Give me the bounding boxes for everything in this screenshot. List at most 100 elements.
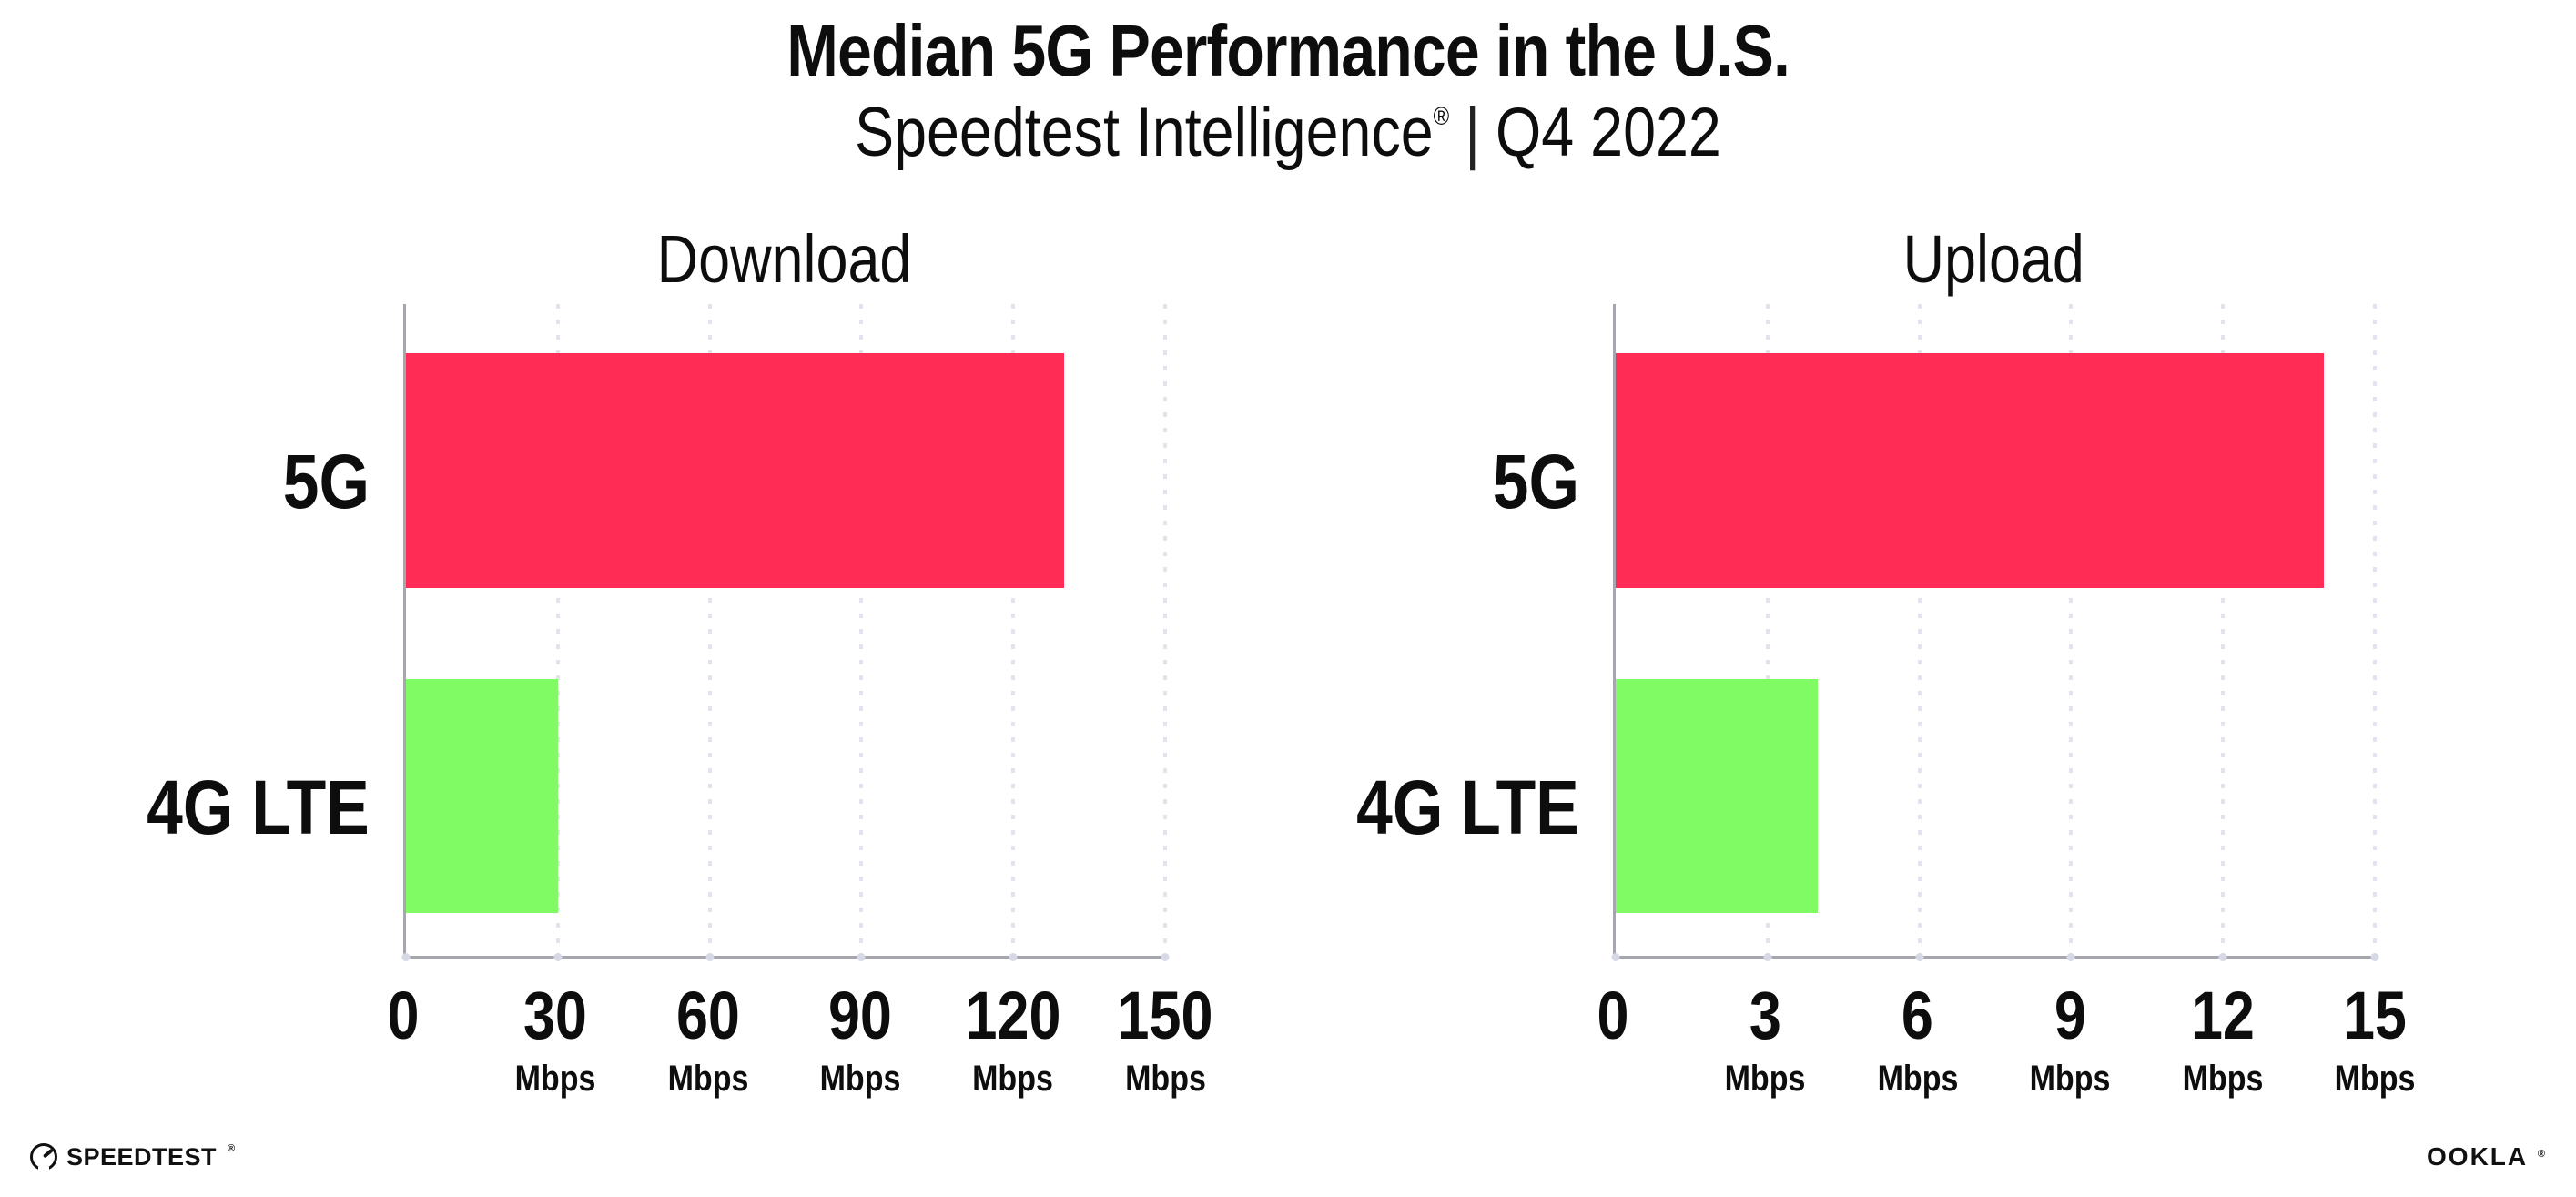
x-tick-3: 3 Mbps <box>1718 982 1812 1098</box>
x-tick-90: 90 Mbps <box>813 982 908 1098</box>
ookla-registered-mark: ® <box>2537 1149 2547 1160</box>
axis-tick-dot-90 <box>857 953 866 961</box>
gridline-30 <box>555 304 560 956</box>
x-tick-value-text: 90 <box>828 978 893 1053</box>
gridline-6 <box>1917 304 1922 956</box>
gridline-150 <box>1163 304 1167 956</box>
category-label-5g: 5G <box>268 443 370 520</box>
x-tick-value-text: 60 <box>675 978 740 1053</box>
category-label-text: 5G <box>282 439 370 525</box>
x-tick-0: 0 <box>1594 982 1631 1050</box>
category-label-text: 4G LTE <box>1356 764 1579 850</box>
x-tick-unit-text: Mbps <box>972 1059 1053 1099</box>
speedtest-registered-mark: ® <box>228 1143 236 1154</box>
ookla-logo: OOKLA ® <box>2427 1142 2547 1172</box>
axis-tick-dot-0 <box>401 953 411 961</box>
speedtest-gauge-icon <box>30 1143 57 1171</box>
axis-tick-dot-15 <box>2370 953 2379 961</box>
registered-mark: ® <box>1433 102 1450 130</box>
x-tick-value-text: 9 <box>2054 978 2086 1053</box>
axis-tick-dot-0 <box>1611 953 1620 961</box>
ookla-wordmark: OOKLA <box>2427 1142 2528 1171</box>
x-tick-value-text: 150 <box>1117 978 1213 1053</box>
x-tick-unit-text: Mbps <box>667 1059 749 1099</box>
gridline-90 <box>859 304 864 956</box>
x-tick-unit-text: Mbps <box>1725 1059 1806 1099</box>
category-label-5g: 5G <box>1477 443 1579 520</box>
x-tick-value: 6 <box>1871 982 1965 1050</box>
axis-tick-dot-60 <box>705 953 715 961</box>
category-label-4g-lte: 4G LTE <box>107 769 370 846</box>
subtitle-inner: Speedtest Intelligence® | Q4 2022 <box>855 93 1721 172</box>
x-tick-unit: Mbps <box>508 1060 603 1097</box>
x-tick-value: 30 <box>508 982 603 1050</box>
gridline-12 <box>2221 304 2226 956</box>
x-tick-value: 60 <box>661 982 756 1050</box>
category-label-text: 5G <box>1492 439 1579 525</box>
subtitle-separator: | <box>1465 94 1481 171</box>
x-tick-9: 9 Mbps <box>2023 978 2117 1098</box>
axis-tick-dot-3 <box>1763 953 1772 961</box>
gridline-9 <box>2069 304 2074 956</box>
x-tick-value-text: 12 <box>2190 978 2255 1053</box>
x-tick-value: 15 <box>2328 982 2422 1050</box>
axis-tick-dot-12 <box>2218 953 2227 961</box>
x-tick-value: 150 <box>1109 982 1221 1050</box>
x-tick-unit: Mbps <box>1718 1060 1812 1097</box>
plot-area: 5G 4G LTE <box>147 304 1170 961</box>
x-tick-unit-text: Mbps <box>2182 1059 2263 1099</box>
bar-5g-download <box>406 353 1064 589</box>
x-tick-value-text: 0 <box>387 978 420 1053</box>
x-tick-15: 15 Mbps <box>2328 982 2422 1098</box>
gridline-60 <box>707 304 712 956</box>
x-tick-value: 12 <box>2175 982 2269 1050</box>
x-tick-unit: Mbps <box>2328 1060 2422 1097</box>
chart-title-text: Download <box>656 221 912 297</box>
x-tick-unit-text: Mbps <box>2029 1059 2111 1099</box>
x-tick-unit: Mbps <box>957 1060 1069 1097</box>
x-tick-value: 90 <box>813 982 908 1050</box>
axis-tick-dot-120 <box>1009 953 1018 961</box>
x-tick-150: 150 Mbps <box>1109 982 1221 1098</box>
x-tick-value: 3 <box>1718 982 1812 1050</box>
chart-title-text: Upload <box>1902 221 2085 297</box>
x-tick-120: 120 Mbps <box>957 982 1069 1098</box>
x-tick-unit: Mbps <box>2023 1060 2117 1097</box>
x-tick-value: 0 <box>1594 982 1631 1050</box>
chart-title: Upload <box>1613 221 2375 297</box>
x-tick-value-text: 0 <box>1597 978 1629 1053</box>
x-tick-unit: Mbps <box>1109 1060 1221 1097</box>
x-tick-0: 0 <box>384 982 421 1050</box>
page-subtitle: Speedtest Intelligence® | Q4 2022 <box>0 93 2576 172</box>
x-tick-unit-text: Mbps <box>1877 1059 1959 1099</box>
x-tick-unit-text: Mbps <box>1124 1059 1206 1099</box>
subtitle-period: Q4 2022 <box>1496 94 1721 171</box>
speedtest-wordmark: SPEEDTEST <box>66 1142 218 1171</box>
category-label-4g-lte: 4G LTE <box>1317 769 1579 846</box>
chart-download: Download 5G 4G LTE 0 30 Mbps 60 Mbps 90 Mbps 120… <box>147 221 1212 1141</box>
x-tick-unit: Mbps <box>661 1060 756 1097</box>
x-tick-value: 120 <box>957 982 1069 1050</box>
gridline-15 <box>2373 304 2377 956</box>
axis-tick-dot-9 <box>2066 953 2075 961</box>
x-tick-12: 12 Mbps <box>2175 982 2269 1099</box>
speedtest-logo: SPEEDTEST ® <box>30 1143 236 1172</box>
axis-tick-dot-150 <box>1161 953 1170 961</box>
bar-5g-upload <box>1616 353 2325 589</box>
footer: SPEEDTEST ® OOKLA ® <box>30 1133 2547 1181</box>
chart-upload: Upload 5G 4G LTE 0 3 Mbps 6 Mbps 9 Mbps 12 Mbps 15… <box>1356 221 2415 1141</box>
bar-4g-lte-upload <box>1616 678 1819 914</box>
x-tick-value-text: 120 <box>965 978 1061 1053</box>
x-tick-unit-text: Mbps <box>2334 1059 2416 1099</box>
gridline-3 <box>1765 304 1770 956</box>
x-tick-value-text: 6 <box>1902 978 1934 1053</box>
x-tick-6: 6 Mbps <box>1871 982 1965 1098</box>
chart-title: Download <box>403 221 1165 297</box>
x-tick-unit-text: Mbps <box>515 1059 596 1099</box>
x-tick-value-text: 15 <box>2343 978 2407 1053</box>
x-tick-unit: Mbps <box>1871 1060 1965 1097</box>
x-tick-value-text: 3 <box>1749 978 1781 1053</box>
bar-4g-lte-download <box>406 678 558 914</box>
x-tick-value-text: 30 <box>523 978 588 1053</box>
x-tick-unit: Mbps <box>813 1060 908 1097</box>
